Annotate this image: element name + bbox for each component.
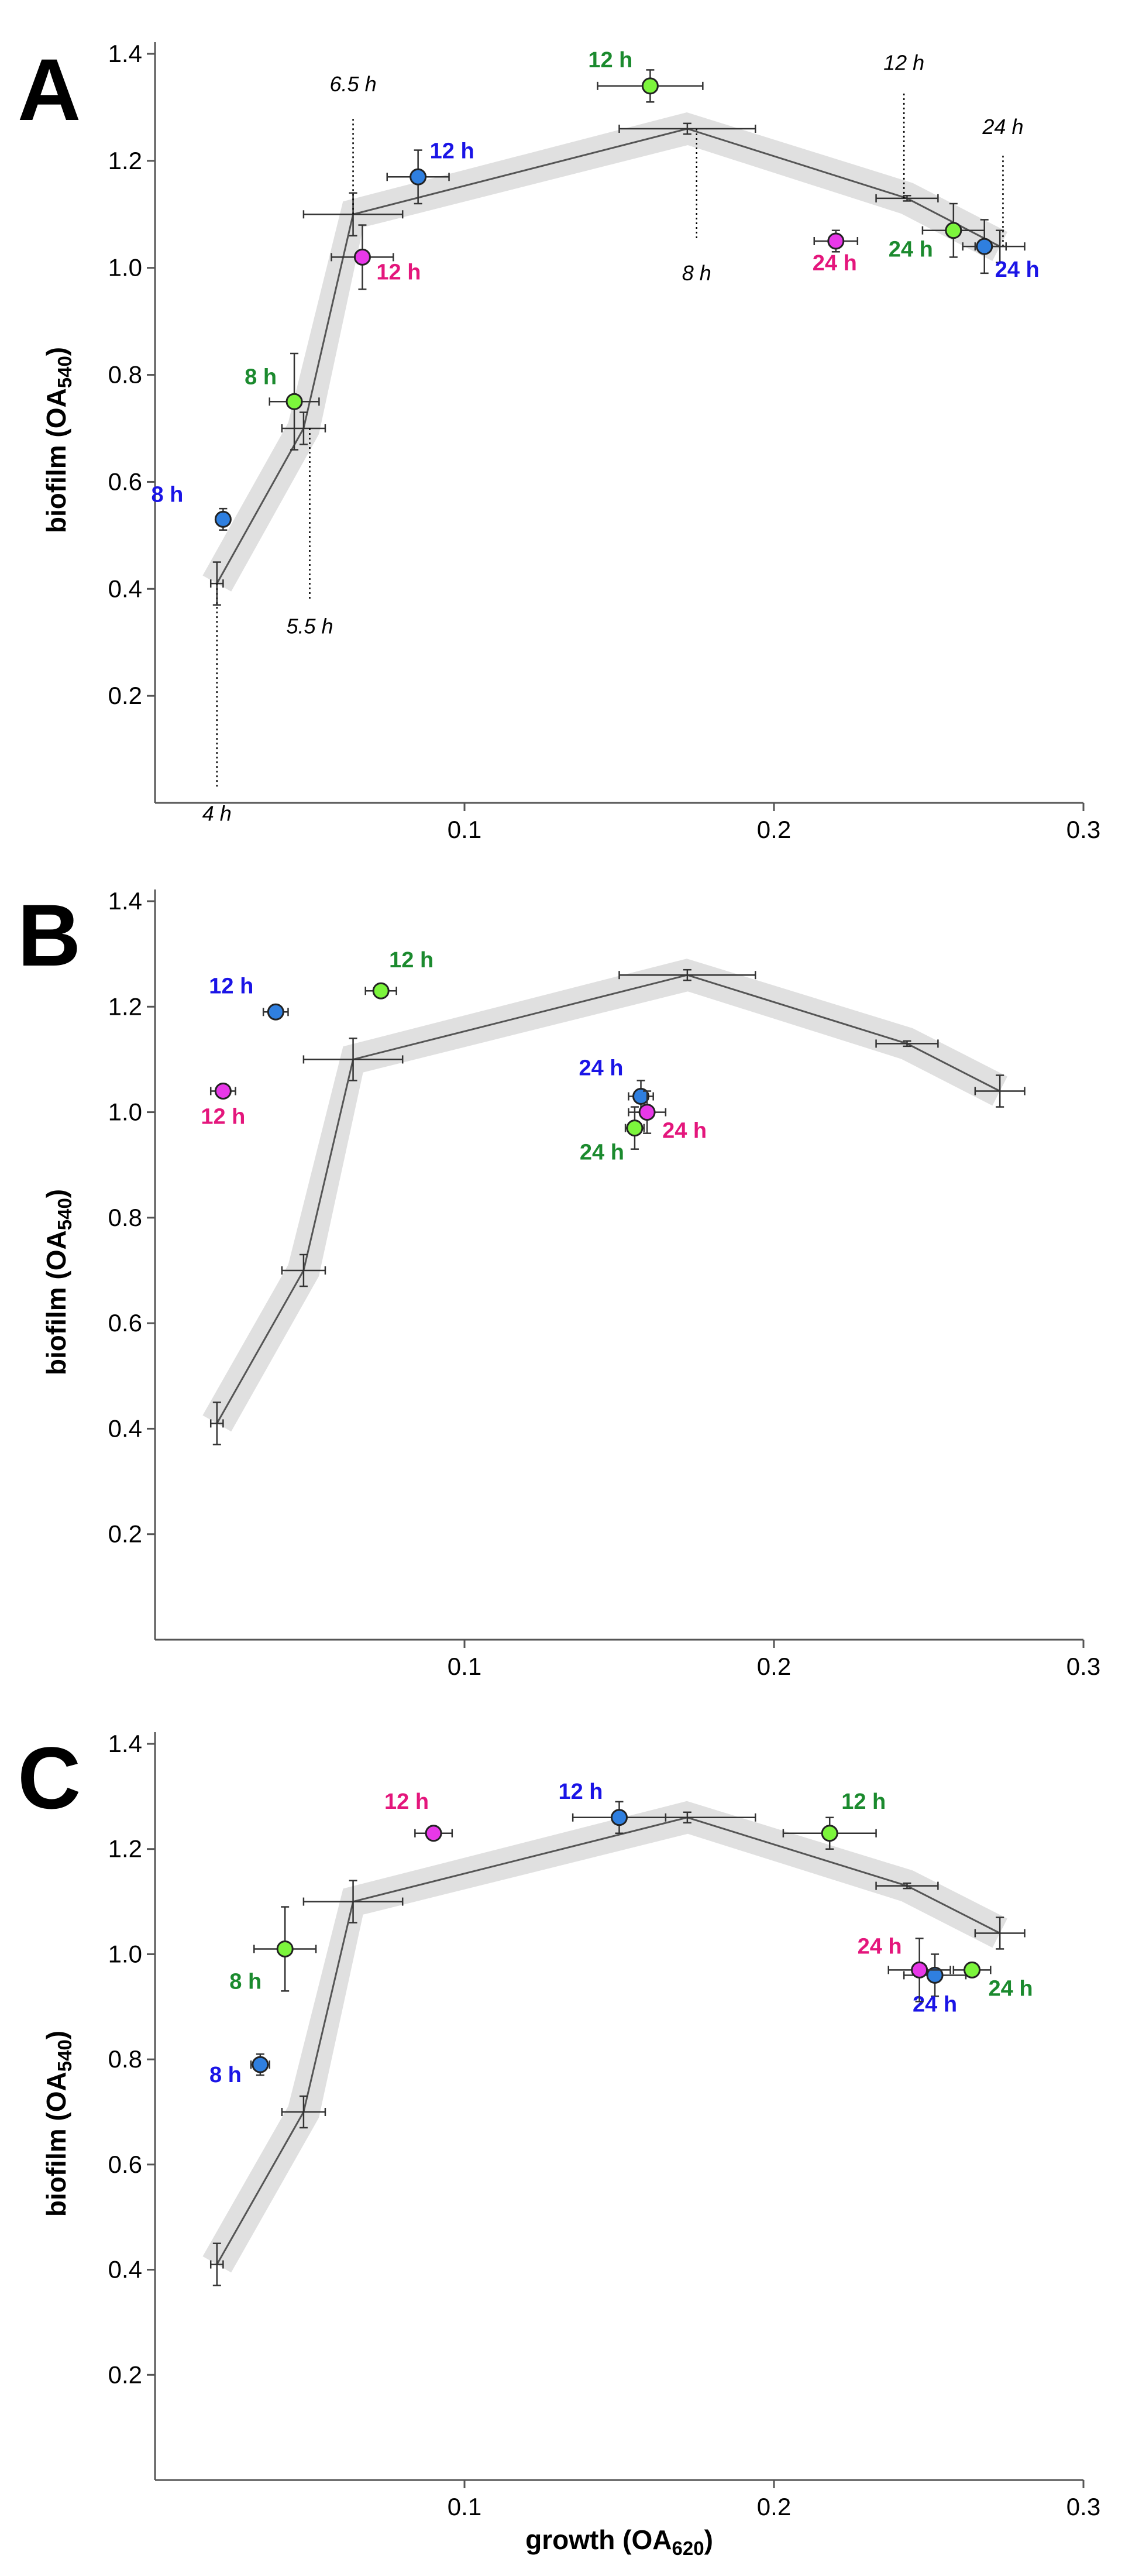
reference-band — [202, 959, 1007, 1432]
blue-point — [611, 1809, 628, 1826]
green-point-label: 24 h — [989, 1976, 1033, 2001]
magenta-point-label: 24 h — [813, 251, 857, 276]
green-point-label: 8 h — [229, 1969, 262, 1994]
y-tick-label: 1.0 — [108, 1098, 142, 1126]
blue-point — [252, 2056, 269, 2073]
green-point — [945, 222, 962, 239]
reference-band — [202, 1801, 1007, 2273]
blue-point-label: 12 h — [430, 139, 474, 163]
y-tick-label: 1.4 — [108, 1730, 142, 1757]
green-point — [276, 1940, 294, 1957]
y-tick-label: 0.8 — [108, 1204, 142, 1231]
panel-c: C 0.2 0.4 0.6 0.8 1.0 1.2 1.4 0.1 0.2 0.3 biofilm (… — [18, 1729, 1100, 2559]
x-tick-label: 0.3 — [1066, 1653, 1100, 1680]
green-point — [964, 1961, 981, 1979]
blue-point — [976, 238, 993, 255]
time-annotation: 4 h — [202, 801, 232, 825]
y-tick-label: 1.0 — [108, 254, 142, 281]
x-axis-title: growth (OA620) — [525, 2525, 713, 2559]
magenta-point-label: 24 h — [662, 1119, 707, 1143]
y-tick-label: 0.4 — [108, 2256, 142, 2283]
time-annotation: 24 h — [982, 115, 1023, 139]
y-tick-label: 0.4 — [108, 1414, 142, 1442]
blue-point — [410, 168, 427, 186]
blue-point-label: 12 h — [209, 974, 253, 998]
x-tick-label: 0.2 — [757, 1653, 791, 1680]
x-tick-label: 0.2 — [757, 816, 791, 843]
y-tick-label: 0.6 — [108, 468, 142, 495]
y-axis-title: biofilm (OA540) — [41, 1189, 75, 1375]
magenta-point — [353, 248, 371, 266]
y-tick-label: 1.2 — [108, 147, 142, 174]
x-tick-label: 0.1 — [448, 816, 481, 843]
blue-point — [926, 1966, 944, 1984]
y-tick-label: 1.4 — [108, 887, 142, 915]
panel-letter: B — [18, 886, 81, 984]
y-tick-label: 1.2 — [108, 992, 142, 1020]
y-axis-title: biofilm (OA540) — [41, 2031, 75, 2217]
time-annotation: 12 h — [883, 50, 924, 74]
y-tick-label: 0.4 — [108, 575, 142, 602]
reference-line — [216, 1816, 1000, 2265]
y-tick-label: 0.2 — [108, 2361, 142, 2388]
magenta-point-label: 12 h — [201, 1105, 245, 1129]
x-tick-label: 0.1 — [448, 1653, 481, 1680]
reference-band — [202, 112, 1008, 592]
reference-line — [216, 974, 1000, 1424]
x-tick-label: 0.3 — [1066, 2493, 1100, 2520]
green-point-label: 24 h — [580, 1141, 624, 1165]
green-point-label: 12 h — [841, 1790, 886, 1814]
green-point-label: 24 h — [889, 238, 933, 262]
blue-point-label: 24 h — [579, 1056, 623, 1081]
x-tick-label: 0.2 — [757, 2493, 791, 2520]
panel-letter: C — [18, 1729, 81, 1827]
magenta-point-label: 24 h — [858, 1934, 902, 1959]
time-annotation: 6.5 h — [330, 72, 377, 96]
magenta-point — [638, 1104, 656, 1121]
blue-point-label: 12 h — [558, 1780, 603, 1804]
green-point — [372, 982, 390, 1000]
blue-point-label: 24 h — [995, 257, 1040, 282]
blue-point — [214, 510, 232, 528]
y-tick-label: 1.4 — [108, 40, 142, 67]
panel-letter: A — [18, 40, 81, 139]
magenta-point-label: 12 h — [376, 260, 421, 284]
y-tick-label: 0.2 — [108, 682, 142, 709]
magenta-point-label: 12 h — [384, 1790, 429, 1814]
time-annotation: 8 h — [682, 261, 711, 285]
green-point-label: 12 h — [588, 48, 632, 73]
green-point — [641, 77, 659, 95]
blue-point-label: 8 h — [151, 482, 183, 507]
magenta-point — [425, 1825, 442, 1842]
magenta-point — [214, 1083, 232, 1100]
magenta-point — [827, 232, 845, 250]
x-tick-label: 0.1 — [448, 2493, 481, 2520]
x-tick-label: 0.3 — [1066, 816, 1100, 843]
reference-line — [216, 128, 1000, 584]
blue-point — [632, 1088, 650, 1105]
blue-point — [267, 1003, 284, 1021]
y-tick-label: 1.2 — [108, 1835, 142, 1863]
green-point — [285, 393, 303, 410]
y-tick-label: 0.2 — [108, 1520, 142, 1548]
y-tick-label: 0.6 — [108, 1309, 142, 1337]
green-point — [626, 1119, 644, 1137]
y-tick-label: 0.8 — [108, 2045, 142, 2073]
y-tick-label: 1.0 — [108, 1940, 142, 1967]
time-annotation: 5.5 h — [286, 614, 333, 638]
green-point-label: 8 h — [245, 365, 277, 389]
green-point-label: 12 h — [389, 948, 433, 973]
magenta-point — [911, 1961, 928, 1979]
y-tick-label: 0.6 — [108, 2151, 142, 2178]
panel-a: A 0.2 0.4 0.6 0.8 1.0 1.2 1.4 0.1 0.2 0.3 biofilm (… — [18, 40, 1100, 843]
blue-point-label: 8 h — [209, 2063, 242, 2087]
y-tick-label: 0.8 — [108, 361, 142, 389]
green-point — [821, 1825, 838, 1842]
y-axis-title: biofilm (OA540) — [41, 347, 75, 533]
panel-b: B 0.2 0.4 0.6 0.8 1.0 1.2 1.4 0.1 0.2 0.3 biofilm (… — [18, 886, 1100, 1680]
